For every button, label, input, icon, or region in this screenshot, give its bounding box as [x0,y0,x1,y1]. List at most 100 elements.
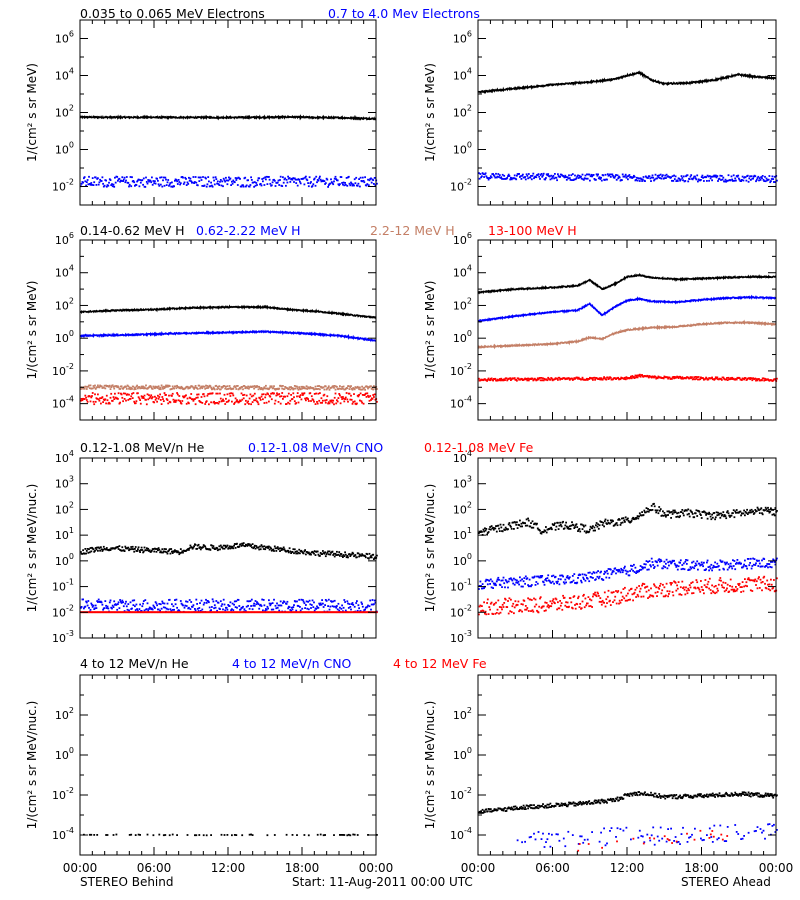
data-point [708,179,710,182]
data-point [349,606,352,608]
data-point [634,588,637,591]
data-point [622,588,625,590]
data-point [235,388,238,390]
data-point [291,387,294,389]
data-point [98,181,101,184]
data-point [338,387,341,390]
data-point [344,182,346,184]
data-point [652,595,655,598]
data-point [117,546,119,548]
data-point [580,581,583,584]
data-point [752,513,755,515]
data-point [265,175,268,178]
data-point [355,602,358,604]
data-point [307,398,309,400]
data-point [768,583,771,586]
data-point [243,393,246,396]
data-point [623,567,626,569]
data-point [151,608,154,611]
data-point [136,180,138,183]
data-point [478,588,480,590]
data-point [205,598,207,601]
data-point [113,398,116,400]
data-point [497,173,500,175]
data-point [229,395,232,397]
data-point [480,610,482,612]
data-point [346,834,349,837]
data-point [179,552,181,554]
data-point [229,177,232,180]
data-point [571,173,574,175]
data-point [621,599,623,601]
data-point [680,568,683,571]
data-point [504,379,506,381]
data-point [186,181,189,184]
data-point [216,388,218,391]
data-point [154,182,157,185]
data-point [140,395,143,398]
data-point [544,601,547,604]
data-point [282,546,285,549]
data-point [230,545,232,548]
data-point [570,601,573,604]
data-point [217,183,220,185]
data-point [230,609,232,612]
data-point [653,583,655,586]
data-point [708,565,711,568]
data-point [734,590,737,593]
data-point [609,376,612,379]
data-point [222,398,224,401]
data-point [561,574,564,577]
data-point [147,398,150,401]
data-point [633,591,636,594]
data-point [129,388,132,391]
data-point [495,601,497,604]
data-point [655,377,658,380]
data-point [647,375,649,378]
data-point [627,520,630,522]
data-point [687,587,690,590]
data-point [297,605,300,607]
data-point [148,180,150,183]
data-point [756,177,759,179]
data-point [694,376,697,378]
data-point [186,834,189,836]
y-tick-label: 104 [55,449,74,465]
data-point [132,385,135,388]
data-point [85,388,88,390]
data-point [203,184,206,187]
data-point [598,176,601,179]
data-point [166,384,169,387]
data-point [239,178,241,180]
series-0-12-1-08-mev-n-he [478,502,778,536]
data-point [671,561,673,564]
data-point [315,608,318,610]
data-point [80,183,83,185]
data-point [255,397,258,400]
data-point [661,175,664,178]
data-point [717,180,719,182]
data-point [604,173,607,176]
data-point [259,545,261,548]
data-point [549,600,552,603]
data-point [270,184,273,187]
data-point [535,176,538,179]
data-point [268,176,270,178]
data-point [665,558,668,561]
data-point [660,560,663,562]
data-point [541,575,544,577]
data-point [145,549,147,552]
data-point [305,399,307,402]
data-point [625,594,628,597]
data-point [574,524,577,527]
data-point [177,399,180,402]
data-point [766,579,769,582]
data-point [346,184,349,187]
data-point [743,563,745,566]
data-point [319,555,321,557]
data-point [98,547,101,550]
data-point [541,175,544,178]
data-point [327,605,329,607]
data-point [594,378,596,381]
data-point [529,176,532,179]
